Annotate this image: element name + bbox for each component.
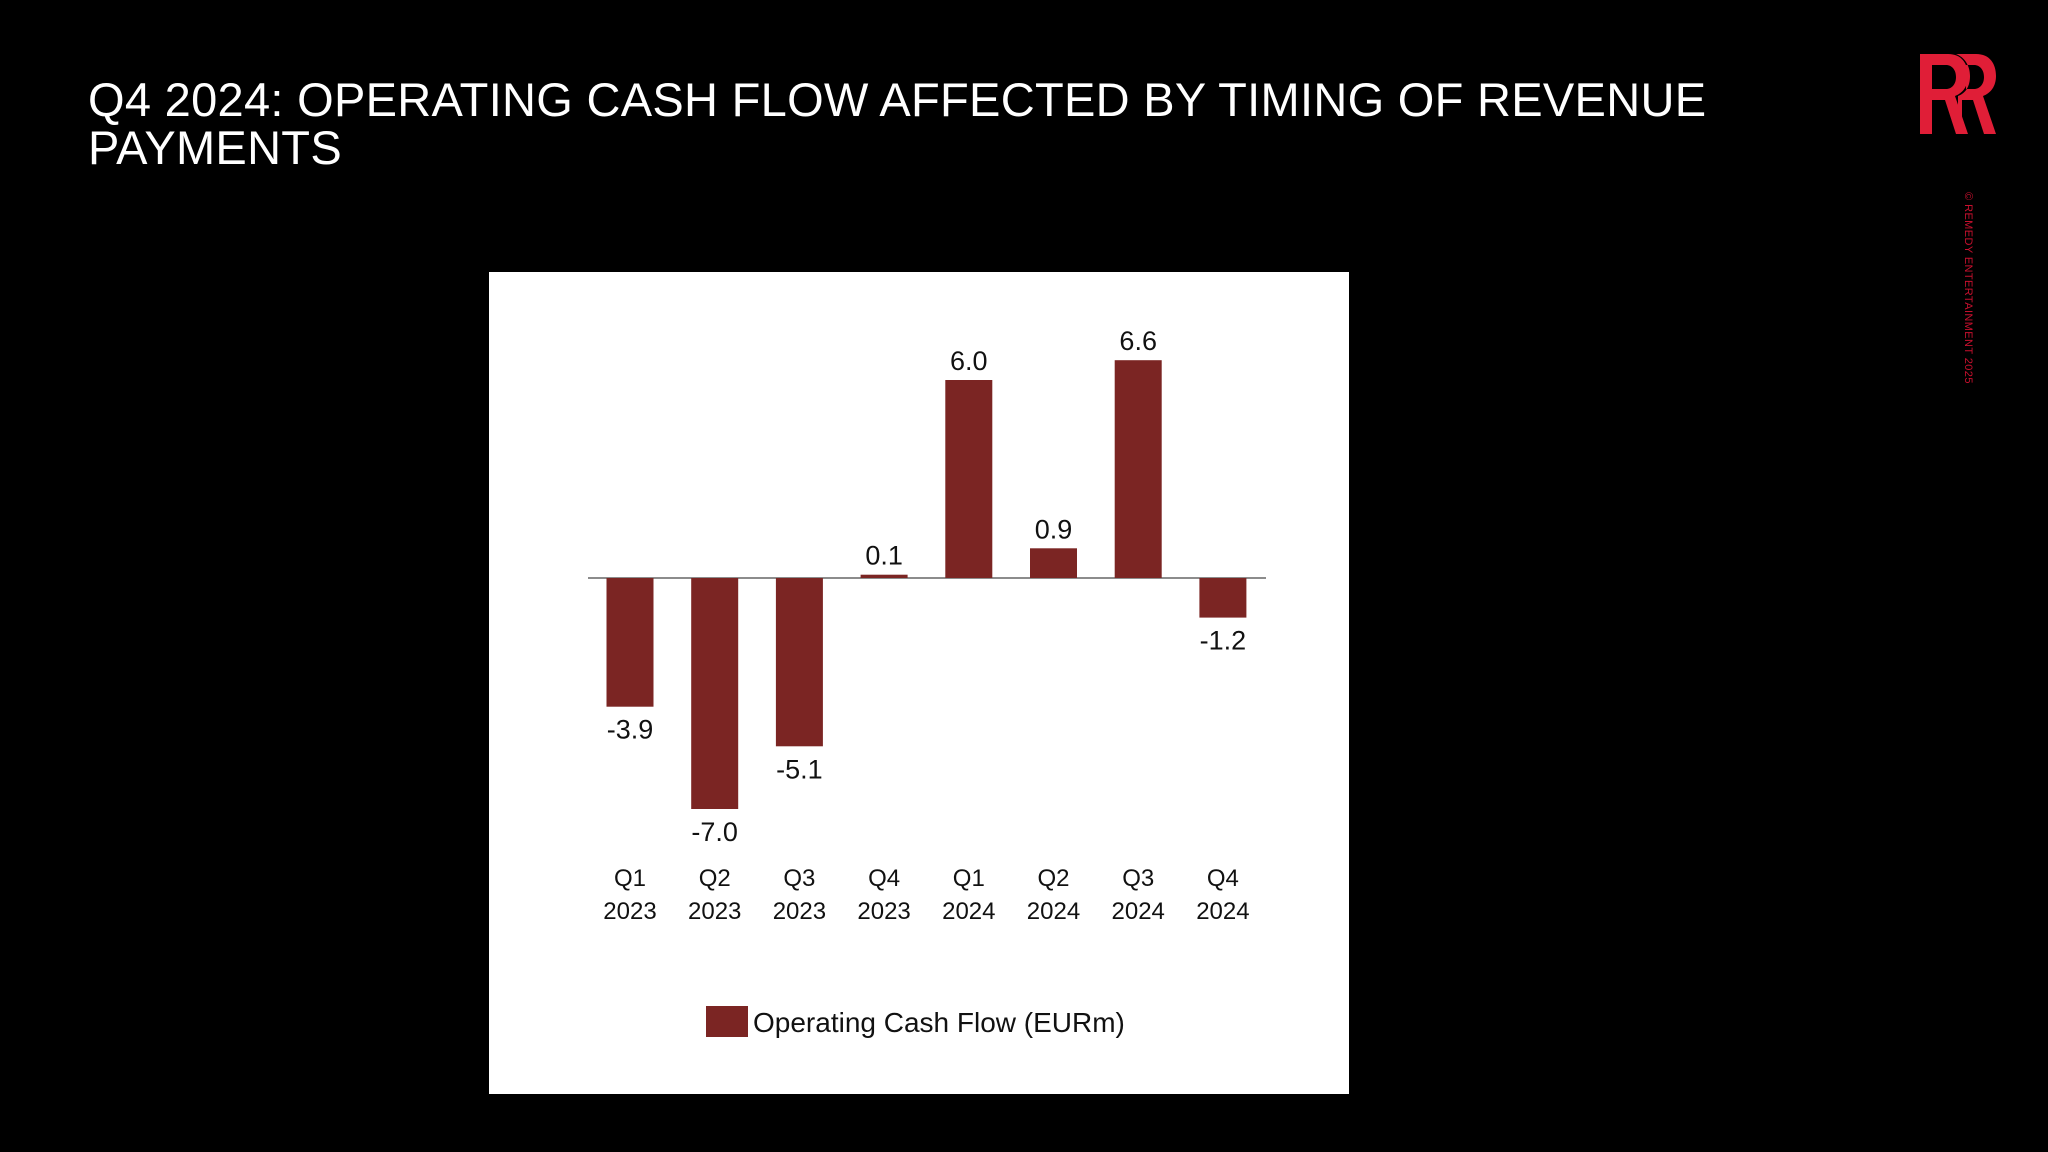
bar <box>691 578 739 809</box>
operating-cash-flow-chart: -3.9 -7.0 -5.1 0.1 6.0 0.9 6.6 -1.2 Q1 2023 Q2 202… <box>588 326 1266 1038</box>
data-label: -3.9 <box>607 715 654 745</box>
category-label-quarter: Q1 <box>953 865 985 892</box>
bar <box>1114 360 1162 578</box>
slide-title: Q4 2024: OPERATING CASH FLOW AFFECTED BY… <box>88 73 1707 174</box>
category-label-quarter: Q2 <box>1037 865 1069 892</box>
bar <box>860 574 908 578</box>
data-label: 0.1 <box>865 541 903 571</box>
bar <box>1199 578 1247 618</box>
remedy-logo <box>1920 54 1996 134</box>
bar <box>1030 548 1077 578</box>
category-label-year: 2024 <box>1112 898 1165 925</box>
category-label-year: 2024 <box>1027 898 1080 925</box>
copyright-notice: © REMEDY ENTERTAINMENT 2025 <box>1962 192 1974 384</box>
category-label-year: 2023 <box>603 898 656 925</box>
category-label-quarter: Q3 <box>783 865 815 892</box>
category-label-year: 2023 <box>688 898 741 925</box>
category-label-quarter: Q4 <box>1207 865 1239 892</box>
bar <box>775 578 823 747</box>
category-label-year: 2024 <box>942 898 995 925</box>
data-label: -7.0 <box>691 817 738 847</box>
bars-layer <box>606 360 1247 809</box>
category-label-year: 2023 <box>857 898 910 925</box>
category-label-quarter: Q3 <box>1122 865 1154 892</box>
chart-panel: -3.9 -7.0 -5.1 0.1 6.0 0.9 6.6 -1.2 Q1 2023 Q2 202… <box>489 272 1349 1094</box>
category-label-year: 2023 <box>773 898 826 925</box>
data-label: 6.0 <box>950 346 988 376</box>
category-labels-layer: Q1 2023 Q2 2023 Q3 2023 Q4 2023 Q1 2024 Q2 2024 Q3 20… <box>603 865 1249 925</box>
category-label-quarter: Q4 <box>868 865 900 892</box>
legend: Operating Cash Flow (EURm) <box>706 1006 1125 1038</box>
category-label-year: 2024 <box>1196 898 1249 925</box>
category-label-quarter: Q2 <box>699 865 731 892</box>
data-label: 6.6 <box>1119 326 1157 356</box>
category-label-quarter: Q1 <box>614 865 646 892</box>
legend-label: Operating Cash Flow (EURm) <box>753 1007 1125 1038</box>
data-labels-layer: -3.9 -7.0 -5.1 0.1 6.0 0.9 6.6 -1.2 <box>607 326 1246 847</box>
data-label: -5.1 <box>776 754 823 784</box>
remedy-logo-mark <box>1920 54 1996 134</box>
data-label: -1.2 <box>1200 626 1247 656</box>
bar <box>945 380 993 578</box>
data-label: 0.9 <box>1035 514 1073 544</box>
bar <box>606 578 654 707</box>
legend-swatch <box>706 1006 748 1037</box>
